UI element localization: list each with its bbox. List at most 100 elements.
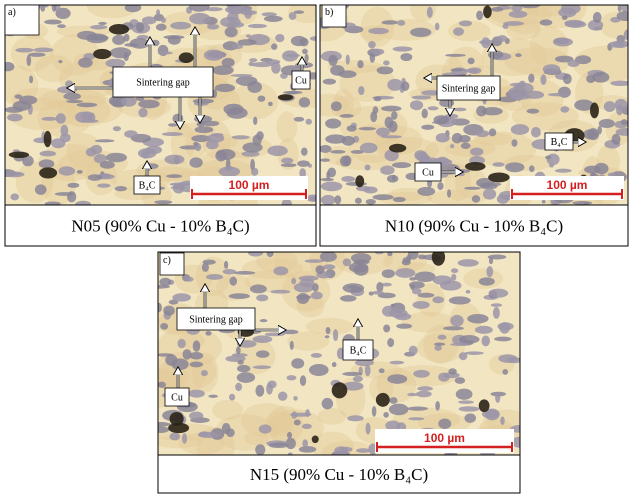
grain [435, 401, 440, 411]
grain [343, 258, 351, 266]
grain [156, 9, 160, 16]
grain [60, 125, 68, 137]
grain [417, 386, 433, 391]
grain [374, 96, 382, 101]
grain [346, 54, 350, 64]
grain [125, 3, 142, 12]
grain [237, 365, 250, 373]
grain [472, 195, 480, 202]
grain [319, 145, 332, 153]
grain [531, 127, 541, 138]
grain [392, 162, 411, 168]
grain [278, 391, 287, 400]
grain [323, 264, 335, 269]
grain [358, 86, 364, 95]
pore [479, 399, 490, 412]
grain [256, 294, 268, 301]
panel-label: b) [325, 7, 333, 18]
grain [458, 400, 474, 403]
grain [594, 15, 601, 19]
grain [281, 158, 293, 164]
grain [495, 392, 500, 403]
grain [105, 59, 125, 68]
grain [438, 335, 447, 340]
grain [153, 426, 169, 433]
grain [488, 254, 507, 259]
grain [146, 146, 162, 155]
grain [332, 362, 337, 367]
grain [297, 160, 310, 167]
grain [527, 109, 539, 114]
grain [293, 396, 297, 401]
grain [158, 51, 173, 54]
grain [311, 292, 323, 300]
grain [325, 335, 330, 338]
grain [475, 326, 493, 334]
grain [88, 35, 109, 41]
grain [562, 16, 568, 20]
grain [156, 24, 167, 31]
grain [253, 365, 271, 369]
pore [332, 382, 348, 398]
grain [529, 165, 535, 172]
grain [401, 81, 409, 91]
grain [387, 252, 392, 256]
grain [265, 333, 285, 337]
grain [238, 39, 257, 46]
grain [366, 423, 371, 435]
grain [476, 106, 487, 117]
grain [443, 326, 464, 330]
grain [208, 395, 218, 398]
grain [409, 346, 418, 355]
grain [387, 374, 407, 384]
grain [383, 325, 390, 333]
grain [267, 250, 274, 257]
grain [58, 60, 62, 63]
pore [278, 94, 293, 100]
tint [276, 111, 297, 142]
grain [156, 303, 162, 313]
grain [251, 168, 258, 176]
grain [325, 119, 341, 129]
grain [290, 341, 294, 350]
grain [465, 351, 484, 355]
annotation: Sintering gap [136, 78, 190, 89]
grain [98, 22, 107, 25]
grain [441, 159, 451, 163]
grain [387, 338, 394, 347]
grain [592, 72, 609, 83]
grain [455, 377, 465, 384]
grain [90, 145, 102, 154]
grain [326, 327, 331, 334]
grain [467, 314, 488, 324]
grain [491, 303, 503, 307]
pore [93, 49, 111, 59]
grain [294, 10, 304, 14]
grain [267, 380, 276, 388]
grain [560, 106, 569, 113]
grain [488, 50, 503, 59]
grain [246, 34, 251, 37]
grain [204, 49, 224, 60]
grain [599, 119, 615, 128]
grain [253, 335, 273, 343]
grain [77, 170, 83, 174]
panel: a)Sintering gapCuB₄C100 µmN05 (90% Cu - … [0, 0, 336, 246]
grain [311, 353, 322, 358]
grain [511, 124, 530, 135]
grain [138, 100, 160, 109]
grain [413, 370, 430, 378]
grain [172, 293, 191, 301]
grain [360, 143, 378, 154]
grain [377, 66, 394, 74]
grain [621, 119, 628, 125]
grain [226, 107, 247, 119]
grain [507, 357, 522, 363]
grain [29, 76, 33, 84]
grain [35, 184, 47, 195]
grain [189, 411, 203, 419]
grain [150, 422, 170, 427]
pore [376, 393, 390, 407]
grain [451, 68, 464, 71]
grain [347, 125, 357, 131]
